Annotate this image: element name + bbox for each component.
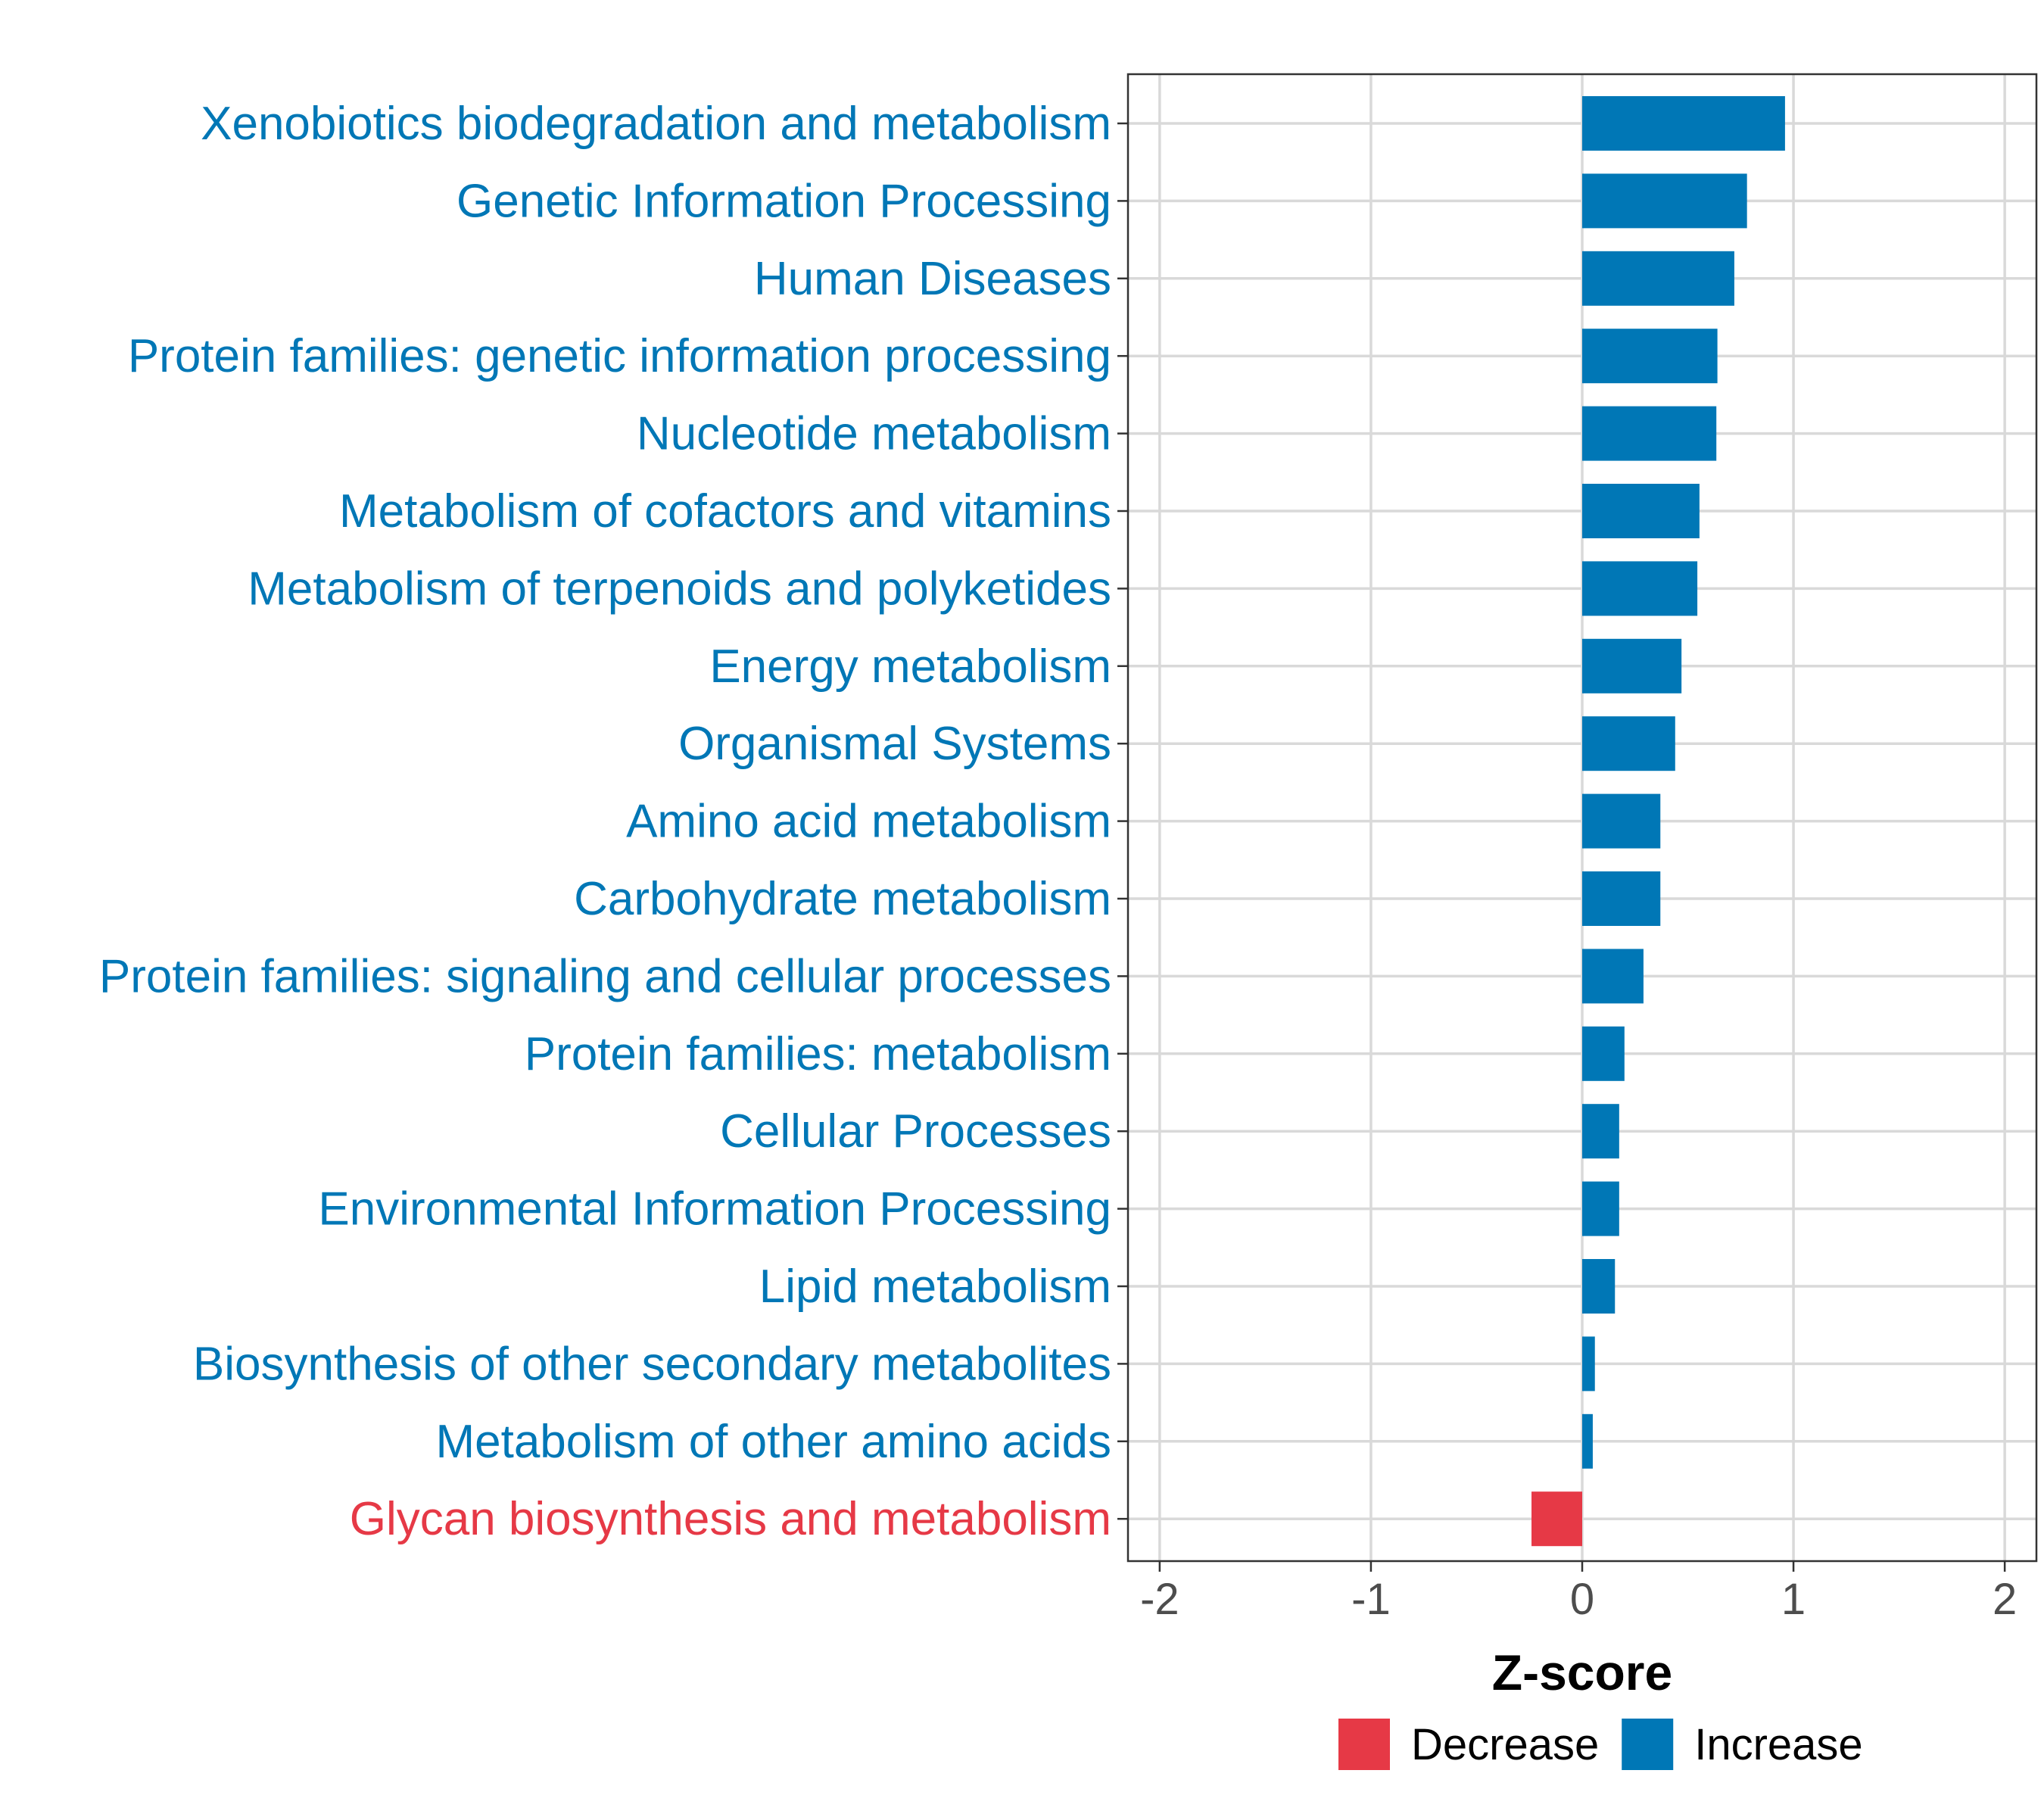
category-label: Environmental Information Processing bbox=[318, 1183, 1111, 1236]
x-tick-label: 0 bbox=[1570, 1575, 1594, 1624]
category-label: Metabolism of terpenoids and polyketides bbox=[248, 563, 1111, 615]
category-label: Metabolism of cofactors and vitamins bbox=[339, 485, 1111, 538]
category-label: Energy metabolism bbox=[709, 640, 1111, 693]
category-label: Amino acid metabolism bbox=[626, 796, 1111, 848]
bars bbox=[1531, 96, 1785, 1547]
bar bbox=[1582, 1413, 1593, 1469]
bar bbox=[1582, 1259, 1616, 1314]
category-label: Lipid metabolism bbox=[759, 1261, 1111, 1313]
legend: Decrease Increase bbox=[1338, 1719, 1863, 1770]
bar bbox=[1531, 1491, 1582, 1547]
bar bbox=[1582, 1104, 1619, 1159]
category-label: Nucleotide metabolism bbox=[637, 408, 1111, 460]
x-tick-labels: -2 -1 0 1 2 bbox=[1140, 1575, 2017, 1624]
bar bbox=[1582, 484, 1700, 538]
bar bbox=[1582, 251, 1734, 306]
bar bbox=[1582, 561, 1698, 616]
bar bbox=[1582, 173, 1747, 229]
bar bbox=[1582, 716, 1675, 771]
category-label: Xenobiotics biodegradation and metabolis… bbox=[201, 98, 1111, 150]
category-label: Glycan biosynthesis and metabolism bbox=[350, 1493, 1111, 1545]
bar bbox=[1582, 793, 1661, 849]
category-label: Protein families: genetic information pr… bbox=[128, 330, 1111, 382]
bar bbox=[1582, 96, 1785, 151]
bar bbox=[1582, 329, 1718, 384]
x-tick-label: -2 bbox=[1140, 1575, 1179, 1624]
axis-ticks bbox=[1117, 122, 2006, 1572]
category-label: Biosynthesis of other secondary metaboli… bbox=[193, 1338, 1111, 1390]
x-tick-label: 1 bbox=[1781, 1575, 1806, 1624]
bar bbox=[1582, 1026, 1625, 1081]
bar bbox=[1582, 871, 1661, 926]
bar bbox=[1582, 638, 1682, 693]
category-label: Cellular Processes bbox=[720, 1105, 1111, 1158]
x-axis-title: Z-score bbox=[1492, 1644, 1672, 1700]
category-label: Metabolism of other amino acids bbox=[435, 1416, 1111, 1468]
legend-label: Increase bbox=[1694, 1720, 1862, 1769]
x-tick-label: -1 bbox=[1351, 1575, 1391, 1624]
category-label: Human Diseases bbox=[754, 253, 1111, 305]
category-label: Carbohydrate metabolism bbox=[574, 873, 1111, 925]
bar bbox=[1582, 1181, 1619, 1236]
legend-swatch bbox=[1338, 1719, 1390, 1770]
bar bbox=[1582, 1336, 1595, 1392]
legend-label: Decrease bbox=[1411, 1720, 1599, 1769]
bar bbox=[1582, 949, 1644, 1004]
category-label: Protein families: metabolism bbox=[525, 1028, 1111, 1080]
category-label: Genetic Information Processing bbox=[456, 175, 1111, 227]
x-tick-label: 2 bbox=[1993, 1575, 2017, 1624]
bar bbox=[1582, 406, 1717, 461]
legend-swatch bbox=[1622, 1719, 1674, 1770]
category-label: Protein families: signaling and cellular… bbox=[99, 950, 1111, 1002]
category-label: Organismal Systems bbox=[678, 718, 1111, 770]
category-labels: Xenobiotics biodegradation and metabolis… bbox=[99, 98, 1111, 1545]
